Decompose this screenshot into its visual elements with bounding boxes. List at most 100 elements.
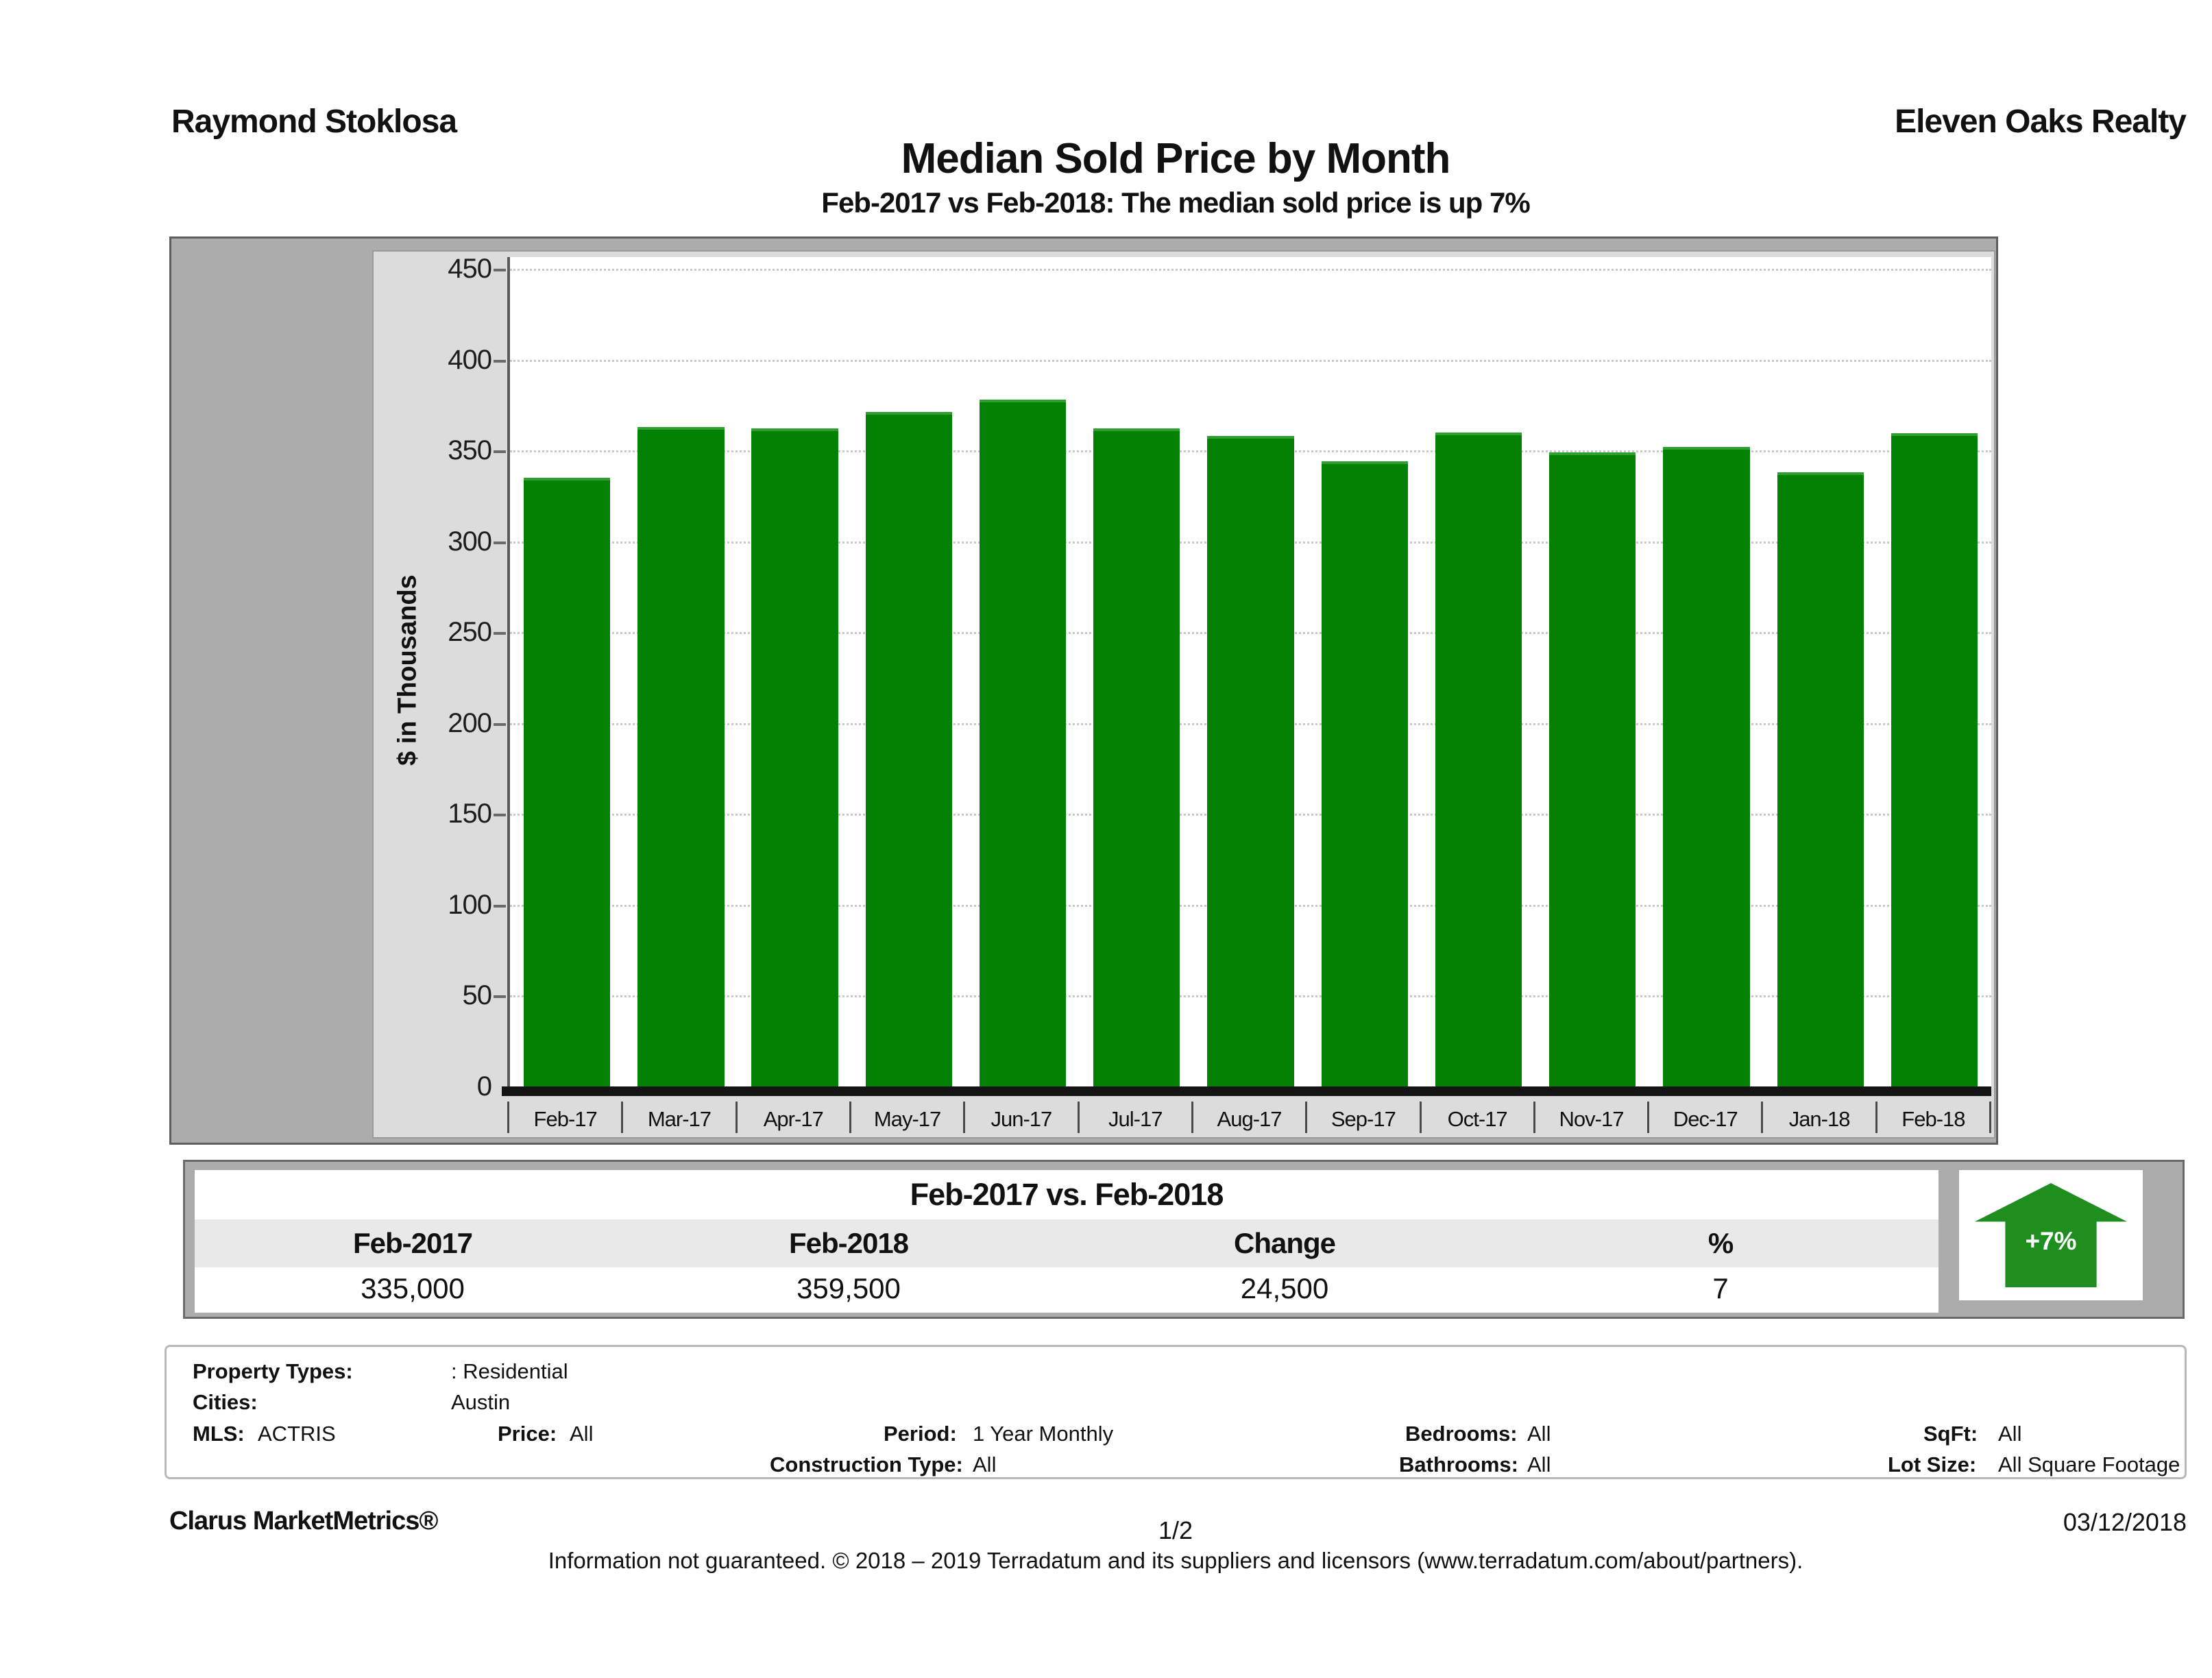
y-tick-label: 200 <box>448 707 492 738</box>
footer-disclaimer: Information not guaranteed. © 2018 – 201… <box>548 1548 1803 1573</box>
bathrooms-label: Bathrooms: <box>1399 1452 1518 1476</box>
comparison-header-row: Feb-2017 Feb-2018 Change% <box>195 1219 1938 1267</box>
y-tick-label: 50 <box>462 980 493 1011</box>
x-tick-label-May-17: May-17 <box>849 1102 963 1133</box>
y-tick-label: 400 <box>448 344 492 375</box>
company-name: Eleven Oaks Realty <box>1895 104 2187 140</box>
comparison-header-cell: Change <box>1233 1227 1336 1259</box>
y-tick-label: 450 <box>448 254 492 284</box>
comparison-header-cell: Feb-2017 <box>352 1227 473 1259</box>
bar-Mar-17 <box>637 426 725 1086</box>
x-axis-line <box>502 1086 1991 1096</box>
x-tick-label-Mar-17: Mar-17 <box>621 1102 735 1133</box>
bar-slot-Jul-17 <box>1080 269 1193 1086</box>
y-tick-label: 100 <box>448 889 492 920</box>
bar-Sep-17 <box>1321 461 1408 1086</box>
x-tick-label-Jun-17: Jun-17 <box>963 1102 1077 1133</box>
page-title: Median Sold Price by Month <box>901 135 1451 182</box>
cities-label: Cities: <box>193 1390 258 1414</box>
mls-value: ACTRIS <box>258 1422 336 1446</box>
bedrooms-label: Bedrooms: <box>1405 1422 1518 1446</box>
construction-value: All <box>973 1452 997 1476</box>
bar-Nov-17 <box>1549 452 1636 1086</box>
x-axis-labels: Feb-17 Mar-17 Apr-17 May-17 Jun-17 Jul-17 Aug-… <box>507 1102 1992 1139</box>
page-subtitle: Feb-2017 vs Feb-2018: The median sold pr… <box>821 186 1530 219</box>
bar-Feb-17 <box>523 477 611 1086</box>
x-tick-label-Sep-17: Sep-17 <box>1305 1102 1419 1133</box>
x-tick-label-Nov-17: Nov-17 <box>1533 1102 1647 1133</box>
bar-slot-Dec-17 <box>1649 269 1763 1086</box>
lot-size-label: Lot Size: <box>1888 1452 1977 1476</box>
y-tick-label: 300 <box>448 526 492 557</box>
footer-brand: Clarus MarketMetrics® <box>169 1507 438 1535</box>
gridline-400 <box>494 359 1991 363</box>
bar-Feb-18 <box>1891 433 1978 1086</box>
bars <box>510 269 1991 1086</box>
bar-slot-Mar-17 <box>624 269 738 1086</box>
period-label: Period: <box>884 1422 957 1446</box>
y-tick-label: 250 <box>448 617 492 648</box>
property-types-value: : Residential <box>451 1359 568 1383</box>
comparison-panel: Feb-2017 vs. Feb-2018 Feb-2017 Feb-2018 Ch… <box>183 1160 2185 1319</box>
comparison-value-cell: 335,000 <box>361 1272 465 1304</box>
x-tick-label-Aug-17: Aug-17 <box>1191 1102 1305 1133</box>
chart-panel: $ in Thousands 450 400 350 300 250 200 150 100 5… <box>169 236 1998 1145</box>
bar-slot-Aug-17 <box>1193 269 1307 1086</box>
x-tick-label-Apr-17: Apr-17 <box>735 1102 849 1133</box>
bar-Jun-17 <box>979 399 1067 1086</box>
x-tick-label-Feb-17: Feb-17 <box>507 1102 621 1133</box>
comparison-value-cell: 7 <box>1712 1272 1729 1304</box>
bar-May-17 <box>865 412 952 1086</box>
bar-Oct-17 <box>1435 432 1522 1086</box>
agent-name: Raymond Stoklosa <box>171 104 457 140</box>
x-tick-label-Feb-18: Feb-18 <box>1875 1102 1989 1133</box>
comparison-value-row: 335,000 359,500 24,500 7 <box>195 1267 1938 1313</box>
x-tick-label-Jul-17: Jul-17 <box>1077 1102 1191 1133</box>
trend-badge-label: +7% <box>2025 1226 2077 1255</box>
cities-value: Austin <box>451 1390 511 1414</box>
bar-slot-Oct-17 <box>1422 269 1535 1086</box>
plot-area <box>494 257 1991 1096</box>
construction-label: Construction Type: <box>770 1452 963 1476</box>
bedrooms-value: All <box>1527 1422 1551 1446</box>
x-tick-label-Oct-17: Oct-17 <box>1419 1102 1533 1133</box>
property-types-label: Property Types: <box>193 1359 353 1383</box>
criteria-panel: Property Types: : Residential Cities: Au… <box>165 1345 2187 1479</box>
price-label: Price: <box>498 1422 557 1446</box>
footer-page-number: 1/2 <box>1158 1516 1193 1544</box>
comparison-value-cell: 24,500 <box>1240 1272 1329 1304</box>
comparison-title: Feb-2017 vs. Feb-2018 <box>195 1170 1938 1219</box>
bar-slot-Jan-18 <box>1764 269 1877 1086</box>
x-axis-end-tick <box>1989 1102 1992 1133</box>
bar-Apr-17 <box>751 428 838 1086</box>
bar-Aug-17 <box>1207 435 1294 1086</box>
chart-plot-frame: $ in Thousands 450 400 350 300 250 200 150 100 5… <box>372 250 1995 1139</box>
gridline-450 <box>494 269 1991 271</box>
comparison-header-cell: Feb-2018 <box>788 1227 909 1259</box>
comparison-header-cell: % <box>1707 1227 1734 1259</box>
bar-slot-Feb-18 <box>1877 269 1991 1086</box>
bar-Jul-17 <box>1093 428 1180 1086</box>
comparison-value-cell: 359,500 <box>797 1272 901 1304</box>
bar-slot-Jun-17 <box>966 269 1080 1086</box>
mls-label: MLS: <box>193 1422 245 1446</box>
y-tick-label: 150 <box>448 799 492 829</box>
y-tick-label: 0 <box>476 1071 492 1102</box>
x-tick-label-Dec-17: Dec-17 <box>1647 1102 1761 1133</box>
bar-Dec-17 <box>1663 446 1750 1086</box>
y-tick-label: 350 <box>448 435 492 466</box>
bar-slot-Nov-17 <box>1535 269 1649 1086</box>
bathrooms-value: All <box>1527 1452 1551 1476</box>
x-tick-label-Jan-18: Jan-18 <box>1761 1102 1875 1133</box>
period-value: 1 Year Monthly <box>973 1422 1114 1446</box>
footer-date: 03/12/2018 <box>2063 1508 2187 1536</box>
sqft-label: SqFt: <box>1923 1422 1978 1446</box>
bar-Jan-18 <box>1777 472 1864 1086</box>
comparison-table: Feb-2017 vs. Feb-2018 Feb-2017 Feb-2018 Ch… <box>195 1170 1938 1313</box>
sqft-value: All <box>1998 1422 2022 1446</box>
bar-slot-Apr-17 <box>738 269 851 1086</box>
up-arrow-icon: +7% <box>1975 1183 2127 1287</box>
bar-slot-Sep-17 <box>1308 269 1422 1086</box>
lot-size-value: All Square Footage <box>1998 1452 2180 1476</box>
